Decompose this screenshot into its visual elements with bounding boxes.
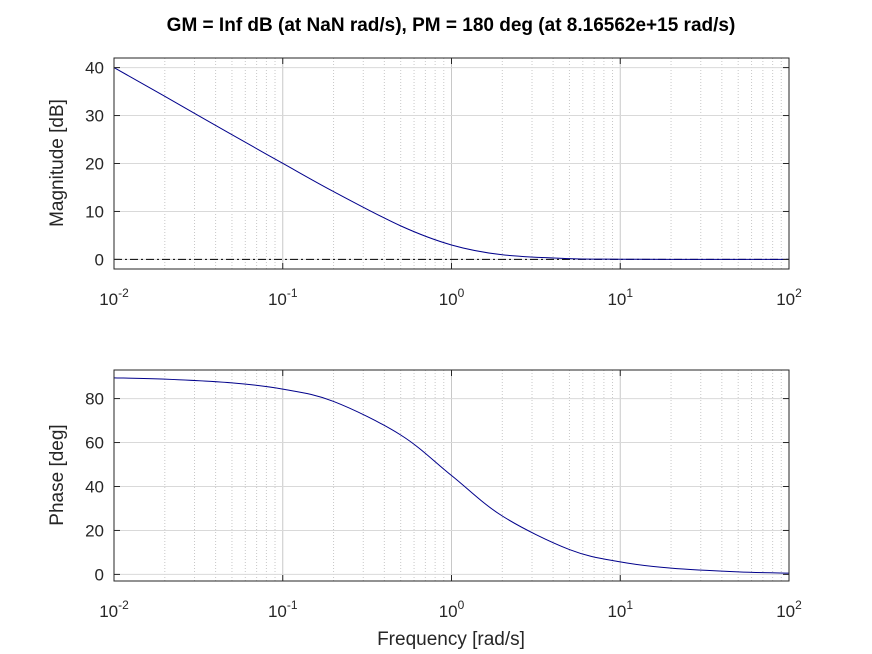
magnitude-ticks: 0 10 20 30 40 10-2 10-1 100 101 102 xyxy=(85,58,802,309)
x-tick-label: 101 xyxy=(607,286,633,309)
y-tick-label: 80 xyxy=(85,390,104,409)
magnitude-axes: 0 10 20 30 40 10-2 10-1 100 101 102 Magnitude [dB… xyxy=(47,57,802,309)
y-tick-label: 20 xyxy=(85,155,104,174)
y-tick-label: 40 xyxy=(85,477,104,496)
magnitude-ylabel: Magnitude [dB] xyxy=(47,99,68,227)
x-tick-label: 100 xyxy=(439,598,465,621)
chart-title: GM = Inf dB (at NaN rad/s), PM = 180 deg… xyxy=(167,15,736,36)
y-tick-label: 10 xyxy=(85,202,104,221)
x-tick-label: 102 xyxy=(776,286,802,309)
phase-grid xyxy=(113,370,789,581)
phase-curve xyxy=(113,377,790,574)
frequency-xlabel: Frequency [rad/s] xyxy=(377,629,525,650)
y-tick-label: 40 xyxy=(85,59,104,78)
phase-series xyxy=(113,377,790,574)
phase-ylabel: Phase [deg] xyxy=(47,424,68,525)
y-tick-label: 30 xyxy=(85,107,104,126)
x-tick-label: 102 xyxy=(776,598,802,621)
phase-ticks: 0 20 40 60 80 10-2 10-1 100 101 102 xyxy=(85,370,802,621)
y-tick-label: 20 xyxy=(85,521,104,540)
y-tick-label: 0 xyxy=(95,250,104,269)
y-tick-label: 60 xyxy=(85,434,104,453)
x-tick-label: 10-1 xyxy=(268,598,298,621)
x-tick-label: 101 xyxy=(607,598,633,621)
x-tick-label: 100 xyxy=(439,286,465,309)
x-tick-label: 10-2 xyxy=(99,598,129,621)
x-tick-label: 10-2 xyxy=(99,286,129,309)
y-tick-label: 0 xyxy=(95,565,104,584)
x-tick-label: 10-1 xyxy=(268,286,298,309)
magnitude-curve xyxy=(113,67,790,260)
phase-axes: 0 20 40 60 80 10-2 10-1 100 101 102 Phase [deg] F… xyxy=(47,369,802,650)
magnitude-grid xyxy=(113,58,789,269)
magnitude-series xyxy=(113,67,790,260)
